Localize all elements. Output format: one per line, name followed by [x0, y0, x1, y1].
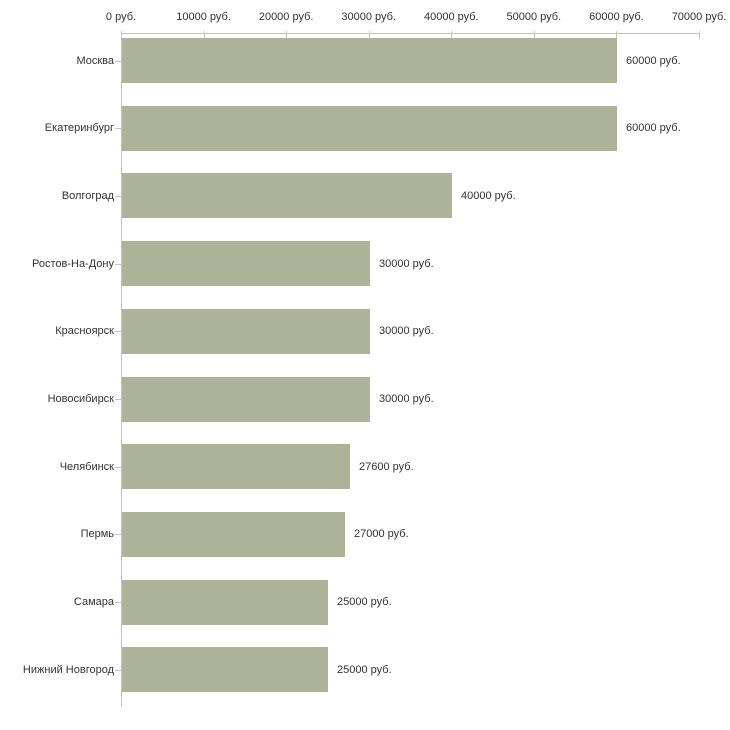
- bar: [122, 241, 370, 286]
- x-axis-tick-label: 40000 руб.: [423, 11, 479, 23]
- x-axis-tick: [368, 31, 370, 39]
- x-axis-tick: [451, 31, 453, 39]
- bar: [122, 377, 370, 422]
- bar-value-label: 60000 руб.: [626, 122, 681, 135]
- x-axis-tick: [286, 31, 288, 39]
- bar: [122, 647, 328, 692]
- bar: [122, 38, 617, 83]
- bar-value-label: 27600 руб.: [359, 460, 414, 473]
- y-axis-tick: [115, 670, 121, 671]
- y-axis-tick: [115, 467, 121, 468]
- y-axis-tick: [115, 534, 121, 535]
- bar: [122, 106, 617, 151]
- bar-value-label: 30000 руб.: [379, 257, 434, 270]
- x-axis-tick: [121, 31, 122, 39]
- bar-value-label: 25000 руб.: [337, 596, 392, 609]
- bar: [122, 444, 350, 489]
- x-axis-tick: [533, 31, 535, 39]
- bar-value-label: 30000 руб.: [379, 325, 434, 338]
- category-label: Екатеринбург: [44, 122, 114, 135]
- x-axis-tick: [616, 31, 618, 39]
- category-label: Красноярск: [55, 325, 114, 338]
- bar: [122, 309, 370, 354]
- category-label: Волгоград: [61, 189, 114, 202]
- bar-value-label: 30000 руб.: [379, 393, 434, 405]
- x-axis-tick-label: 70000 руб.: [671, 11, 727, 23]
- x-axis-tick-label: 0 руб.: [105, 11, 137, 23]
- category-label: Москва: [76, 54, 114, 67]
- bar: [122, 173, 452, 218]
- category-label: Челябинск: [59, 460, 114, 473]
- x-axis-tick: [699, 31, 700, 39]
- y-axis-tick: [115, 399, 121, 400]
- x-axis-tick-label: 60000 руб.: [589, 11, 644, 23]
- bar-value-label: 25000 руб.: [337, 663, 392, 676]
- y-axis-tick: [115, 602, 121, 603]
- y-axis-line: [121, 33, 122, 706]
- category-label: Пермь: [80, 528, 114, 541]
- x-axis-tick-label: 10000 руб.: [176, 11, 231, 23]
- bar: [122, 512, 345, 557]
- x-axis-tick-label: 30000 руб.: [341, 11, 397, 23]
- x-axis-tick-label: 20000 руб.: [258, 11, 314, 23]
- x-axis-tick: [203, 31, 205, 39]
- y-axis-tick: [115, 264, 121, 265]
- category-label: Нижний Новгород: [22, 663, 114, 676]
- y-axis-tick: [115, 196, 121, 197]
- category-label: Ростов-На-Дону: [31, 257, 114, 270]
- bar-value-label: 60000 руб.: [626, 54, 681, 67]
- bar-value-label: 27000 руб.: [354, 528, 409, 541]
- category-label: Новосибирск: [47, 393, 114, 405]
- x-axis-tick-label: 50000 руб.: [506, 11, 562, 23]
- y-axis-tick: [115, 331, 121, 332]
- category-label: Самара: [73, 596, 114, 609]
- bar: [122, 580, 328, 625]
- y-axis-tick: [115, 128, 121, 129]
- x-axis-line: [121, 33, 699, 34]
- y-axis-tick: [115, 61, 121, 62]
- bar-value-label: 40000 руб.: [461, 189, 516, 202]
